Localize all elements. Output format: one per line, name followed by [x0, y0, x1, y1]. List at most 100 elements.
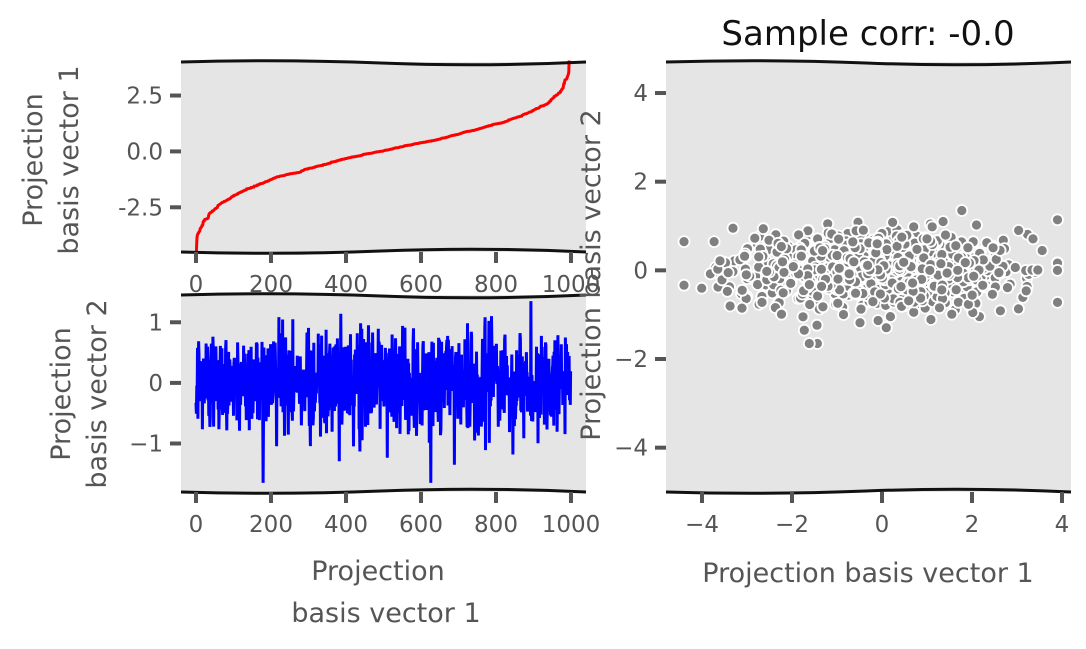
scatter-point	[816, 300, 830, 314]
scatter-point	[939, 228, 952, 242]
right-spine-top	[665, 59, 1072, 67]
top-left-ytick-label: -2.5	[118, 195, 163, 221]
scatter-point	[842, 267, 856, 281]
bottom-left-series-line	[194, 301, 573, 483]
top-left-ytick-label: 2.5	[126, 84, 163, 110]
top-left-spine-top	[180, 59, 587, 67]
scatter-point	[776, 286, 790, 300]
top-left-series-line	[194, 60, 571, 254]
scatter-point	[846, 235, 860, 249]
scatter-point	[1051, 263, 1064, 277]
scatter-point	[792, 228, 805, 242]
scatter-point	[976, 278, 990, 292]
scatter-point	[713, 254, 727, 268]
scatter-point	[738, 249, 751, 263]
scatter-point	[1051, 213, 1064, 227]
bottom-left-xtick-label: 800	[474, 512, 518, 538]
scatter-point	[986, 241, 1000, 255]
right-ytick-label: 2	[633, 170, 648, 196]
bottom-left-xtick-label: 200	[249, 512, 293, 538]
scatter-point	[906, 276, 919, 290]
scatter-point	[866, 295, 880, 309]
bottom-left-xtick-label: 400	[324, 512, 368, 538]
bottom-left-ytick-label: 1	[148, 310, 163, 336]
scatter-point	[879, 321, 893, 335]
top-left-ylabel-line2: basis vector 1	[54, 65, 85, 254]
scatter-point	[810, 318, 824, 332]
top-left-y-ticks: -2.5 0.0 2.5	[118, 84, 181, 221]
bottom-left-x-ticks: 0 200 400 600 800 1000	[189, 492, 601, 538]
scatter-point	[849, 286, 862, 300]
scatter-point	[735, 283, 749, 297]
scatter-point	[945, 307, 959, 321]
scatter-point	[886, 215, 899, 229]
scatter-point	[986, 287, 999, 301]
top-left-xtick-label: 1000	[542, 272, 601, 298]
scatter-point	[721, 266, 735, 280]
right-ytick-label: 0	[633, 258, 648, 284]
scatter-point	[884, 310, 897, 324]
scatter-point	[802, 337, 816, 350]
top-left-xtick-label: 600	[399, 272, 443, 298]
scatter-point	[871, 314, 885, 327]
scatter-point	[786, 260, 800, 274]
scatter-point	[853, 316, 867, 330]
bottom-left-y-ticks: −1 0 1	[129, 310, 181, 458]
right-xlabel: Projection basis vector 1	[702, 558, 1033, 589]
scatter-point	[994, 304, 1007, 318]
scatter-point	[707, 235, 721, 249]
right-xtick-label: −4	[685, 512, 719, 538]
top-left-xtick-label: 0	[189, 272, 204, 298]
scatter-point	[923, 263, 937, 277]
top-left-ytick-label: 0.0	[126, 139, 163, 165]
bottom-left-ytick-label: 0	[148, 371, 163, 397]
right-ytick-label: −4	[614, 436, 648, 462]
scatter-point	[933, 301, 946, 315]
scatter-point	[910, 242, 924, 256]
top-left-ylabel-line1: Projection	[18, 93, 49, 227]
right-xtick-label: 4	[1055, 512, 1070, 538]
scatter-point	[924, 313, 938, 326]
scatter-point	[755, 295, 769, 309]
scatter-point	[837, 308, 850, 321]
bottom-left-ytick-label: −1	[129, 432, 163, 458]
scatter-point	[907, 220, 921, 234]
right-scatter-points	[677, 204, 1064, 350]
scatter-point	[949, 283, 963, 297]
scatter-point	[1001, 281, 1014, 295]
scatter-point	[902, 294, 916, 308]
scatter-point	[895, 230, 909, 244]
scatter-point	[776, 255, 789, 269]
top-left-plot-area	[181, 62, 586, 252]
scatter-point	[1026, 232, 1040, 246]
bottom-left-ylabel-line1: Projection	[46, 327, 77, 461]
top-left-x-ticks: 0 200 400 600 800 1000	[189, 252, 601, 298]
scatter-point	[816, 244, 829, 258]
bottom-left-series	[194, 301, 573, 483]
scatter-point	[970, 218, 983, 232]
scatter-point	[775, 307, 788, 321]
scatter-point	[1012, 302, 1025, 316]
scatter-point	[830, 249, 844, 262]
scatter-point	[1012, 223, 1025, 237]
scatter-point	[920, 232, 934, 246]
top-left-series	[194, 60, 571, 254]
scatter-point	[992, 266, 1006, 280]
scatter-point	[735, 301, 749, 315]
right-xtick-label: 2	[965, 512, 980, 538]
right-y-ticks: −4 −2 0 2 4	[614, 81, 666, 462]
scatter-point	[677, 278, 691, 292]
bottom-left-spine-top	[180, 292, 587, 300]
scatter-point	[870, 237, 884, 251]
right-ytick-label: 4	[633, 81, 648, 107]
scatter-point	[739, 268, 753, 282]
scatter-point	[965, 288, 979, 302]
scatter-point	[949, 239, 963, 253]
scatter-point	[775, 240, 788, 253]
bottom-left-xtick-label: 1000	[542, 512, 601, 538]
scatter-point	[967, 269, 981, 283]
bottom-left-spine-bottom	[180, 487, 587, 495]
scatter-point	[1008, 261, 1022, 274]
top-left-xtick-label: 800	[474, 272, 518, 298]
